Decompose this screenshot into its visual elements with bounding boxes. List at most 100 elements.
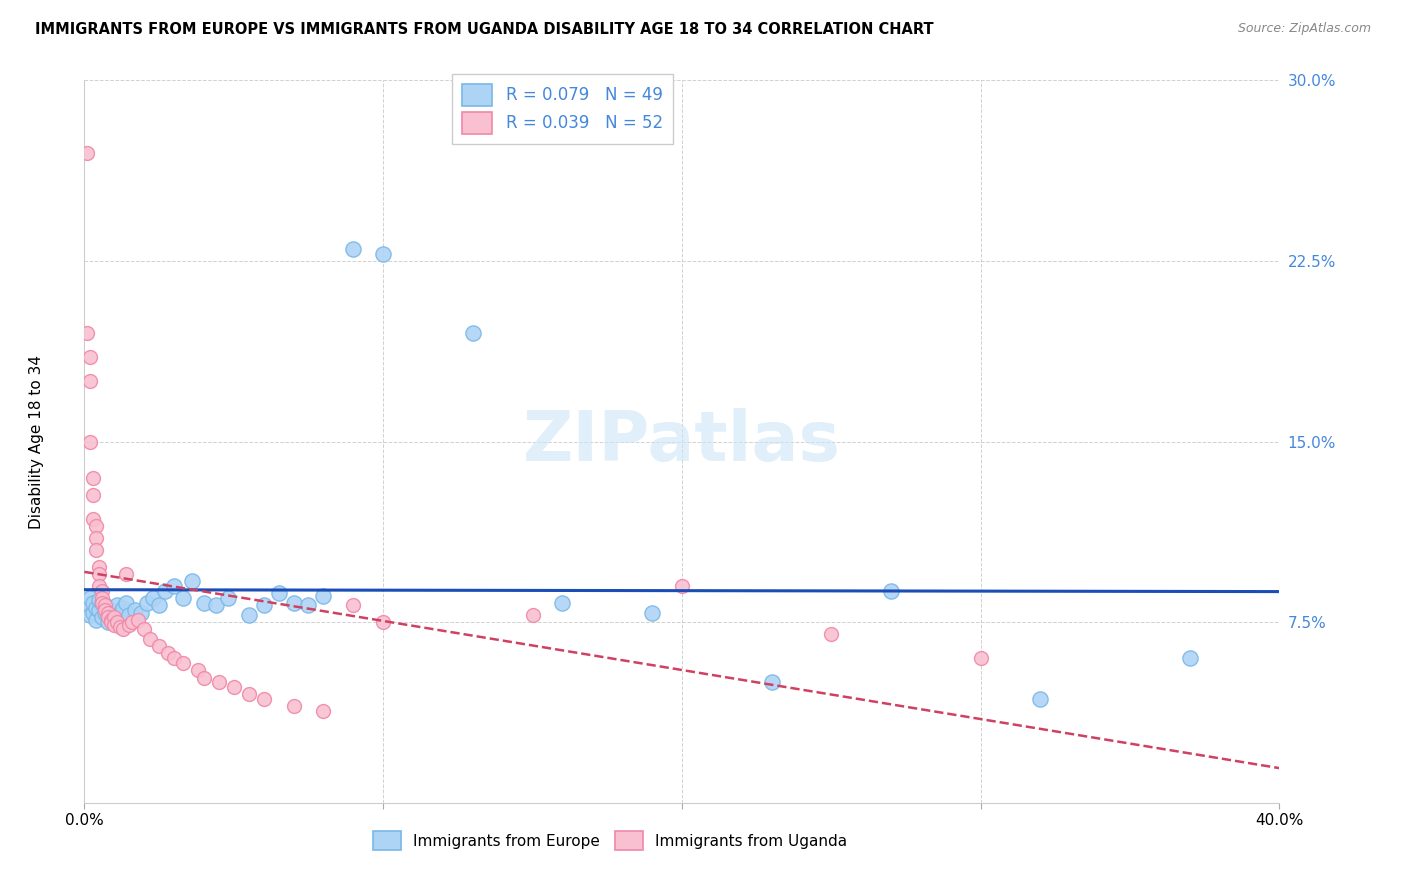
Point: [110, 620, 132, 634]
Point: [89, 567, 111, 582]
Point: [89, 559, 111, 574]
Point: [142, 591, 165, 605]
Point: [86, 613, 108, 627]
Point: [97, 615, 120, 630]
Point: [267, 586, 290, 600]
Text: IMMIGRANTS FROM EUROPE VS IMMIGRANTS FROM UGANDA DISABILITY AGE 18 TO 34 CORRELA: IMMIGRANTS FROM EUROPE VS IMMIGRANTS FRO…: [35, 22, 934, 37]
Point: [217, 591, 239, 605]
Text: ZIPatlas: ZIPatlas: [523, 408, 841, 475]
Point: [91, 610, 114, 624]
Point: [89, 593, 111, 607]
Point: [115, 596, 138, 610]
Point: [118, 617, 141, 632]
Point: [100, 603, 122, 617]
Point: [89, 603, 111, 617]
Point: [208, 675, 231, 690]
Point: [148, 639, 170, 653]
Point: [163, 579, 186, 593]
Point: [94, 599, 117, 613]
Point: [172, 591, 194, 605]
Point: [97, 606, 120, 620]
Point: [157, 647, 180, 661]
Point: [103, 610, 125, 624]
Point: [163, 651, 186, 665]
Point: [551, 596, 574, 610]
Point: [187, 664, 209, 678]
Point: [112, 600, 135, 615]
Point: [105, 599, 128, 613]
Point: [297, 599, 319, 613]
Point: [76, 599, 98, 613]
Point: [153, 583, 176, 598]
Point: [641, 606, 664, 620]
Point: [1178, 651, 1201, 665]
Point: [89, 579, 111, 593]
Point: [205, 599, 228, 613]
Point: [283, 699, 305, 714]
Point: [172, 656, 194, 670]
Point: [76, 145, 98, 160]
Point: [82, 511, 104, 525]
Point: [127, 613, 149, 627]
Point: [342, 599, 364, 613]
Legend: Immigrants from Europe, Immigrants from Uganda: Immigrants from Europe, Immigrants from …: [367, 825, 853, 856]
Point: [82, 606, 104, 620]
Point: [118, 607, 141, 622]
Text: Source: ZipAtlas.com: Source: ZipAtlas.com: [1237, 22, 1371, 36]
Point: [124, 603, 146, 617]
Point: [761, 675, 783, 690]
Point: [238, 607, 260, 622]
Point: [880, 583, 903, 598]
Point: [91, 591, 114, 605]
Point: [79, 374, 101, 388]
Point: [91, 596, 114, 610]
Point: [253, 599, 276, 613]
Point: [94, 603, 117, 617]
Point: [86, 531, 108, 545]
Point: [112, 623, 135, 637]
Point: [253, 692, 276, 706]
Point: [94, 606, 117, 620]
Point: [312, 704, 335, 718]
Point: [970, 651, 993, 665]
Point: [79, 434, 101, 449]
Point: [193, 596, 215, 610]
Point: [86, 600, 108, 615]
Point: [100, 613, 122, 627]
Point: [82, 470, 104, 484]
Point: [522, 607, 544, 622]
Point: [82, 596, 104, 610]
Point: [139, 632, 162, 646]
Point: [222, 680, 245, 694]
Point: [82, 487, 104, 501]
Point: [91, 596, 114, 610]
Point: [79, 350, 101, 364]
Point: [100, 615, 122, 630]
Point: [1029, 692, 1052, 706]
Point: [820, 627, 842, 641]
Point: [193, 671, 215, 685]
Point: [105, 615, 128, 630]
Point: [238, 687, 260, 701]
Point: [86, 518, 108, 533]
Point: [283, 596, 305, 610]
Point: [115, 567, 138, 582]
Point: [132, 623, 156, 637]
Point: [86, 542, 108, 557]
Point: [136, 596, 159, 610]
Point: [94, 599, 117, 613]
Point: [148, 599, 170, 613]
Point: [103, 617, 125, 632]
Point: [79, 591, 101, 605]
Point: [110, 606, 132, 620]
Point: [129, 606, 152, 620]
Point: [79, 607, 101, 622]
Point: [91, 583, 114, 598]
Point: [461, 326, 484, 340]
Point: [671, 579, 693, 593]
Point: [373, 246, 395, 260]
Point: [312, 589, 335, 603]
Point: [373, 615, 395, 630]
Point: [181, 574, 204, 589]
Point: [97, 607, 120, 622]
